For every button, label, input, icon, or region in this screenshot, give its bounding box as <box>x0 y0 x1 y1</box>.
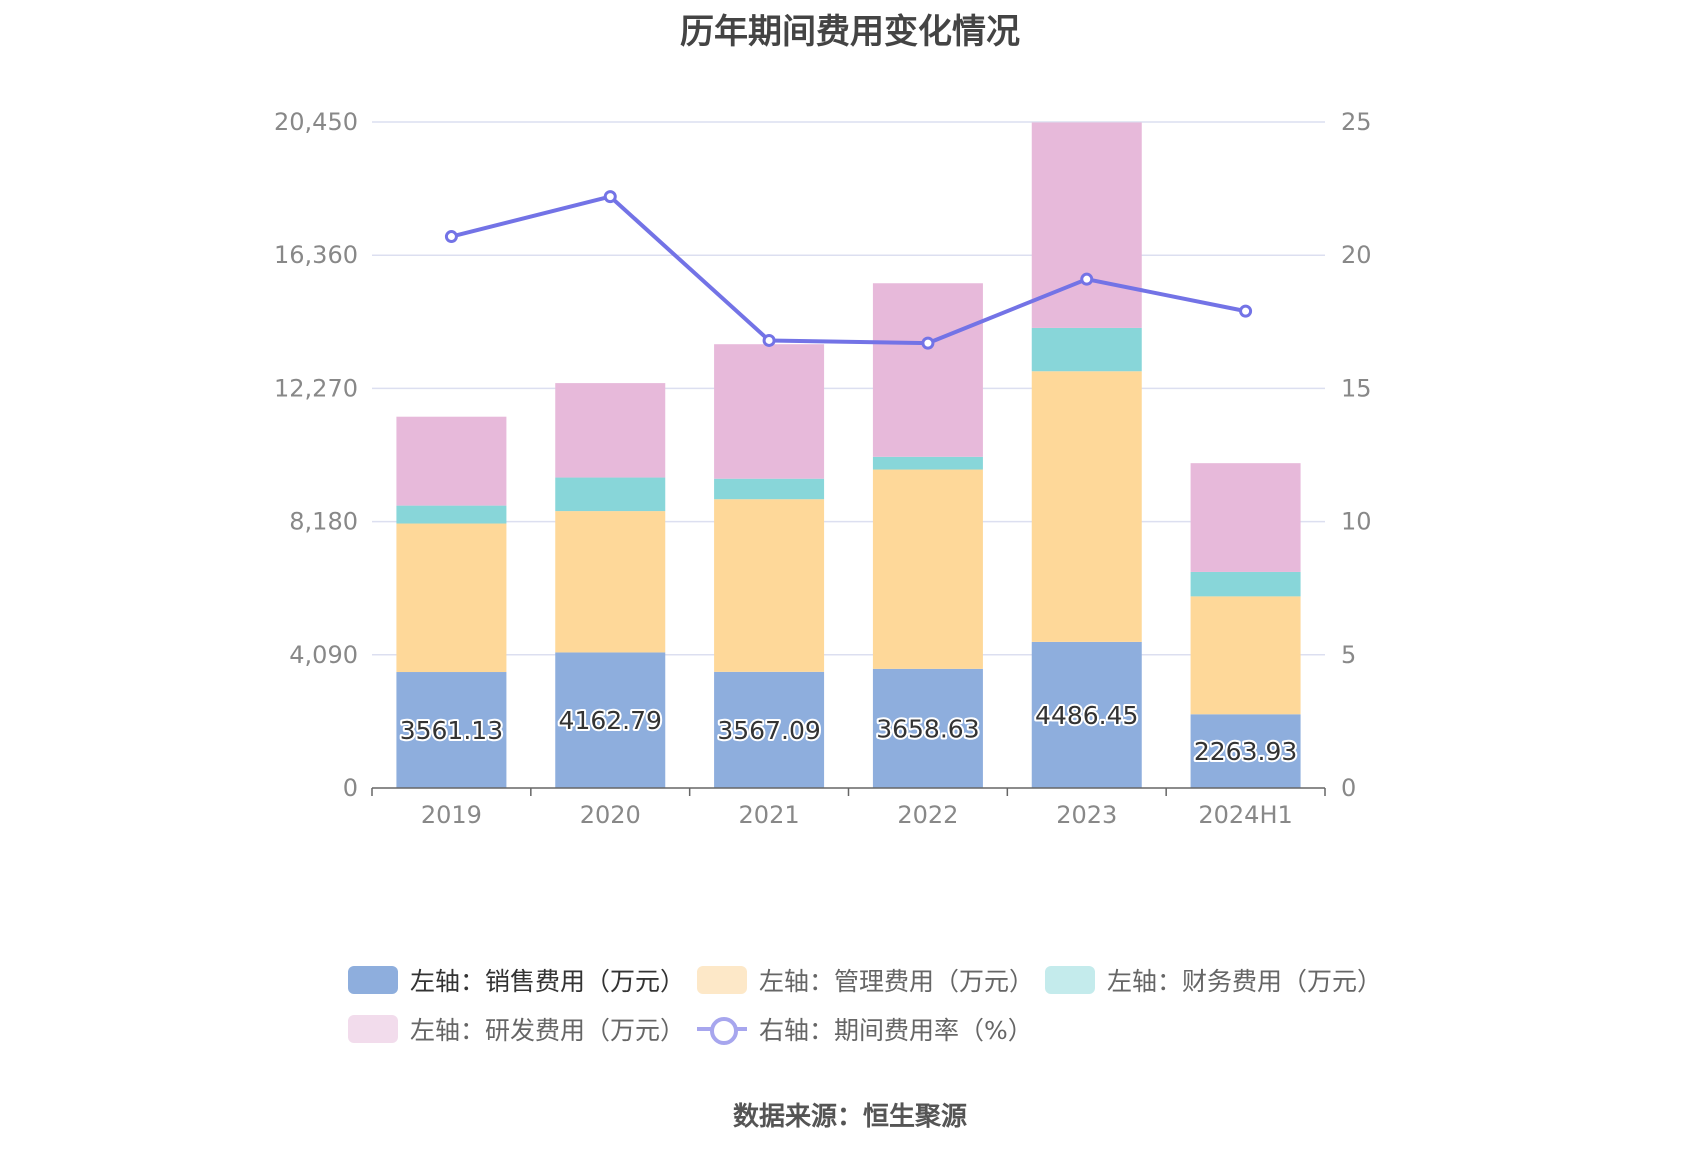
legend-item-sales[interactable]: 左轴：销售费用（万元） <box>348 962 685 998</box>
bar-rnd <box>1031 122 1142 328</box>
legend-swatch-rnd-icon <box>348 1015 398 1043</box>
legend-swatch-sales-icon <box>348 966 398 994</box>
y-right-tick-label: 25 <box>1341 108 1372 136</box>
legend-label-sales: 左轴：销售费用（万元） <box>410 967 686 996</box>
y-left-tick-label: 4,090 <box>289 641 358 669</box>
rate-point <box>1080 272 1094 286</box>
y-left-tick-label: 16,360 <box>274 241 358 269</box>
x-tick-label: 2020 <box>580 801 641 829</box>
data-label-sales: 3561.13 <box>400 716 503 745</box>
rate-point <box>762 333 776 347</box>
bar-rnd <box>555 383 666 478</box>
bar-sales <box>396 672 507 788</box>
y-left-tick-label: 8,180 <box>289 508 358 536</box>
bar-sales <box>872 668 983 788</box>
x-tick-label: 2022 <box>897 801 958 829</box>
bar-admin <box>872 469 983 669</box>
bar-rnd <box>714 344 825 479</box>
y-left-tick-label: 12,270 <box>274 374 358 402</box>
bar-admin <box>1190 596 1301 715</box>
bar-admin <box>1031 371 1142 642</box>
y-left-tick-label: 0 <box>343 774 358 802</box>
legend-swatch-finance-icon <box>1045 966 1095 994</box>
legend-swatch-admin-icon <box>697 966 747 994</box>
x-tick-label: 2024H1 <box>1198 801 1292 829</box>
bar-sales <box>555 652 666 788</box>
legend-item-rate[interactable]: 右轴：期间费用率（%） <box>697 1011 1033 1047</box>
data-label-sales: 4162.79 <box>559 706 662 735</box>
bar-sales <box>714 671 825 788</box>
bar-rnd <box>396 416 507 506</box>
legend-label-admin: 左轴：管理费用（万元） <box>759 967 1035 996</box>
rate-point <box>1239 304 1253 318</box>
bar-admin <box>555 511 666 653</box>
y-right-tick-label: 5 <box>1341 641 1356 669</box>
rate-point <box>921 336 935 350</box>
bar-sales <box>1031 641 1142 788</box>
legend-label-finance: 左轴：财务费用（万元） <box>1107 967 1383 996</box>
x-tick-label: 2023 <box>1056 801 1117 829</box>
data-label-sales: 3567.09 <box>717 716 820 745</box>
bar-finance <box>872 456 983 470</box>
bar-admin <box>714 499 825 672</box>
data-source: 数据来源：恒生聚源 <box>732 1102 967 1132</box>
data-label-sales: 3658.63 <box>876 714 979 743</box>
bar-admin <box>396 523 507 673</box>
bar-rnd <box>1190 463 1301 572</box>
legend-item-admin[interactable]: 左轴：管理费用（万元） <box>697 962 1034 998</box>
legend-line-circle-icon <box>697 1015 747 1045</box>
x-tick-label: 2019 <box>421 801 482 829</box>
data-label-sales: 4486.45 <box>1035 701 1138 730</box>
bar-finance <box>1031 327 1142 372</box>
y-right-tick-label: 20 <box>1341 241 1372 269</box>
y-right-tick-label: 15 <box>1341 374 1372 402</box>
bar-finance <box>1190 571 1301 597</box>
y-right-tick-label: 10 <box>1341 508 1372 536</box>
rate-point <box>444 230 458 244</box>
bar-finance <box>396 505 507 524</box>
legend-label-rate: 右轴：期间费用率（%） <box>759 1016 1033 1045</box>
rate-point <box>603 190 617 204</box>
data-label-sales: 2263.93 <box>1194 737 1297 766</box>
chart-title: 历年期间费用变化情况 <box>680 12 1020 52</box>
y-left-tick-label: 20,450 <box>274 108 358 136</box>
x-tick-label: 2021 <box>739 801 800 829</box>
legend-label-rnd: 左轴：研发费用（万元） <box>410 1016 686 1045</box>
bar-finance <box>555 477 666 512</box>
bar-sales <box>1190 714 1301 788</box>
legend-item-rnd[interactable]: 左轴：研发费用（万元） <box>348 1011 685 1047</box>
y-right-tick-label: 0 <box>1341 774 1356 802</box>
legend-item-finance[interactable]: 左轴：财务费用（万元） <box>1045 962 1382 998</box>
bar-finance <box>714 478 825 500</box>
bar-rnd <box>872 283 983 457</box>
rate-line <box>450 194 1246 346</box>
